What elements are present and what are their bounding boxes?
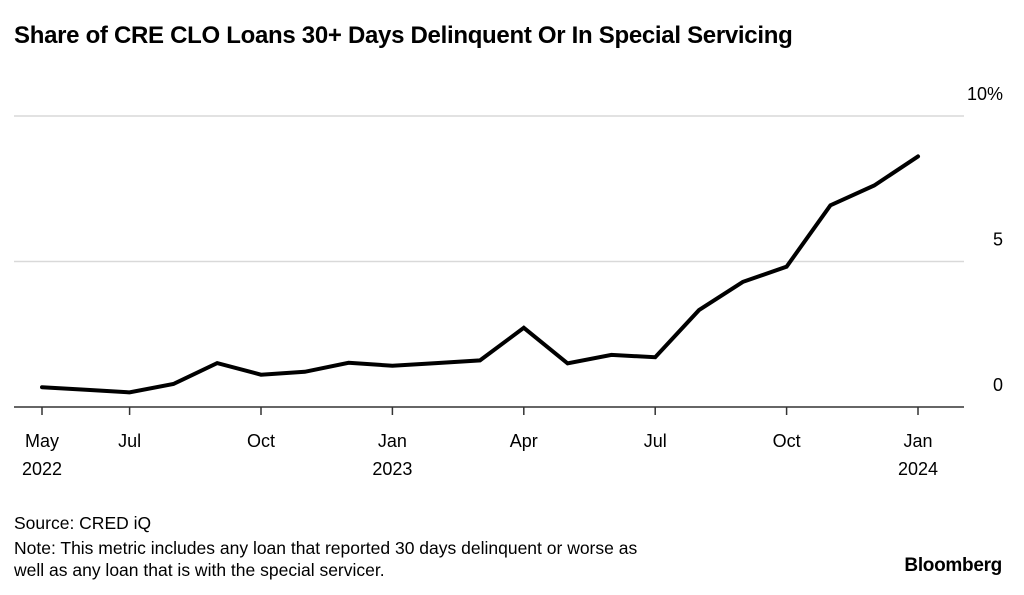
x-tick-label: Jul [118,431,141,451]
x-tick-label: May [25,431,59,451]
x-tick-year-label: 2022 [22,459,62,479]
note-line-2: well as any loan that is with the specia… [14,560,385,580]
x-tick-year-label: 2024 [898,459,938,479]
y-tick-label: 0 [993,375,1003,395]
x-tick-year-label: 2023 [372,459,412,479]
source-note: Source: CRED iQ [14,513,152,533]
y-tick-label: 10% [967,84,1003,104]
x-tick-label: Apr [510,431,538,451]
x-tick-label: Oct [247,431,275,451]
note-line-1: Note: This metric includes any loan that… [14,538,638,558]
x-tick-label: Jan [903,431,932,451]
chart-title: Share of CRE CLO Loans 30+ Days Delinque… [14,22,793,49]
series-line [40,154,920,395]
x-tick-label: Jul [644,431,667,451]
y-tick-label: 5 [993,230,1003,250]
x-tick-label: Jan [378,431,407,451]
line-chart: 0 5 10% May 2022 Jul Oct Jan 2023 Apr Jul Oct Jan 202… [14,84,1003,479]
bloomberg-logo: Bloomberg [904,555,1002,576]
x-tick-label: Oct [773,431,801,451]
